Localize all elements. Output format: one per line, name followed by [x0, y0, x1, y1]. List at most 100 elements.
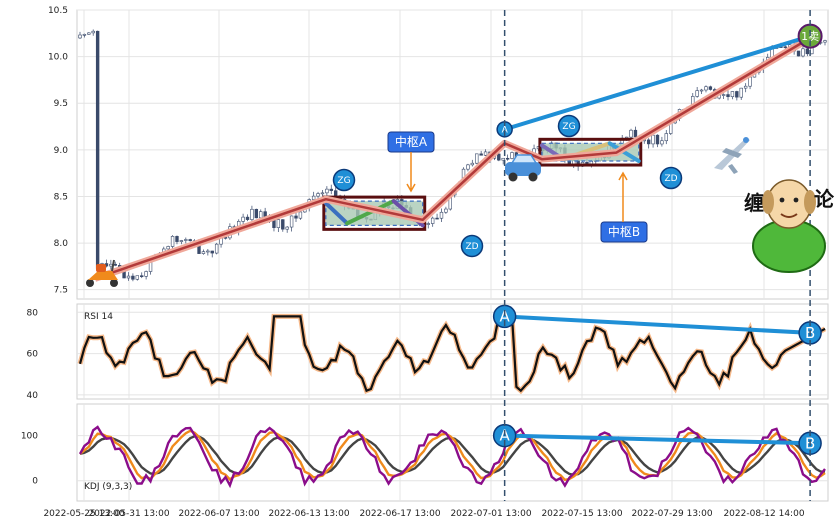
- rsi-point-a-text: A: [500, 307, 511, 325]
- x-tick-label: 2022-08-12 14:00: [723, 509, 804, 519]
- rsi-tick-label: 80: [27, 308, 39, 318]
- divergence-lines: A1卖ABAB: [492, 23, 823, 456]
- candle-body: [316, 193, 320, 197]
- candle-body: [646, 139, 651, 145]
- candle-body: [276, 219, 281, 228]
- price-tick-label: 10.5: [48, 6, 68, 16]
- candle-body: [113, 263, 117, 266]
- candle-body: [82, 33, 87, 36]
- candle-body: [739, 87, 743, 98]
- annotations: 中枢A ZG ZD 中枢B ZG ZD: [332, 114, 683, 258]
- candle-body: [805, 48, 810, 55]
- rsi-line: [78, 315, 826, 393]
- candle-body: [483, 151, 488, 156]
- candle-body: [475, 153, 479, 164]
- candle-body: [170, 236, 175, 247]
- candle-body: [629, 129, 633, 138]
- candle-body: [796, 50, 801, 57]
- x-tick-label: 2022-07-29 13:00: [631, 509, 712, 519]
- x-tick-label: 2022-07-01 13:00: [450, 509, 531, 519]
- candle-body: [179, 240, 184, 242]
- candle-body: [254, 208, 259, 219]
- candle-body: [470, 162, 475, 166]
- candle-body: [430, 217, 435, 224]
- candle-body: [743, 85, 748, 89]
- kdj-label: KDJ (9,3,3): [84, 482, 132, 492]
- zhongshu-border: [538, 137, 643, 167]
- candle-body: [801, 48, 805, 57]
- price-tick-label: 8.5: [54, 192, 68, 202]
- candle-body: [109, 263, 113, 267]
- candle-body: [294, 215, 298, 219]
- kdj-k-line: [79, 429, 826, 482]
- candle-body: [730, 91, 735, 98]
- candle-body: [320, 192, 325, 195]
- scooter-icon: [86, 259, 118, 287]
- candle-body: [444, 208, 448, 213]
- x-tick-label: 2022-06-07 13:00: [178, 509, 259, 519]
- rsi-tick-label: 40: [27, 391, 39, 401]
- x-tick-label: 2022-05-25 13:00: [43, 509, 124, 519]
- candle-body: [505, 157, 510, 160]
- zd-bubble-text: ZD: [465, 242, 478, 252]
- candle-body: [708, 86, 713, 90]
- price-divergence-line: [504, 34, 811, 132]
- candle-body: [664, 133, 669, 142]
- candle-body: [325, 188, 329, 194]
- candle-body: [214, 243, 219, 254]
- label-arrow: [406, 152, 416, 193]
- zd-bubble: [460, 234, 484, 258]
- candle-body: [439, 211, 444, 219]
- candle-body: [87, 32, 91, 35]
- candle-body: [140, 275, 144, 277]
- candle-body: [695, 90, 699, 97]
- y-axis-ticks: 10.5 10.0 9.5 9.0 8.5 8.0 7.5 80 60 40 100 0: [21, 6, 68, 487]
- price-tick-label: 7.5: [54, 286, 68, 296]
- candle-body: [285, 226, 289, 230]
- candle-body: [466, 164, 470, 170]
- x-tick-label: 2022-06-17 13:00: [359, 509, 440, 519]
- zhongshu-label: 中枢A: [395, 134, 428, 149]
- candle-body: [144, 271, 148, 277]
- candle-body: [655, 134, 660, 145]
- kdj-tick-label: 0: [32, 477, 38, 487]
- candle-body: [281, 219, 285, 230]
- candle-body: [78, 34, 82, 39]
- x-tick-label: 2022-06-13 13:00: [268, 509, 349, 519]
- label-arrow: [618, 171, 628, 222]
- candle-body: [721, 94, 726, 96]
- candle-body: [660, 140, 664, 145]
- candle-body: [95, 30, 100, 269]
- x-tick-label: 2022-05-31 13:00: [88, 509, 169, 519]
- candle-body: [126, 275, 131, 279]
- zg-bubble: [557, 114, 581, 138]
- price-tick-label: 9.0: [54, 146, 69, 156]
- candle-body: [510, 152, 514, 159]
- candle-body: [479, 153, 483, 156]
- candle-body: [241, 216, 245, 222]
- candle-body: [783, 46, 788, 49]
- candle-body: [131, 275, 135, 280]
- candle-body: [206, 250, 210, 253]
- rsi-label: RSI 14: [84, 312, 113, 322]
- kdj-divergence-line: [504, 433, 811, 446]
- candle-body: [633, 129, 638, 138]
- candle-body: [823, 40, 827, 43]
- price-panel: [76, 9, 829, 300]
- candle-body: [298, 211, 303, 219]
- zhongshu-stroke: [323, 201, 350, 226]
- zhongshu-stroke: [607, 141, 641, 164]
- candle-body: [259, 211, 263, 219]
- candle-body: [329, 188, 333, 191]
- candle-body: [435, 217, 439, 220]
- zg-bubble-text: ZG: [337, 176, 350, 186]
- candle-body: [166, 246, 170, 250]
- rsi-tick-label: 60: [27, 350, 39, 360]
- candle-body: [704, 86, 708, 91]
- candle-body: [726, 94, 730, 98]
- logo-char-1: 缠: [744, 191, 764, 215]
- rsi-series: [77, 313, 827, 395]
- price-tick-label: 8.0: [54, 239, 69, 249]
